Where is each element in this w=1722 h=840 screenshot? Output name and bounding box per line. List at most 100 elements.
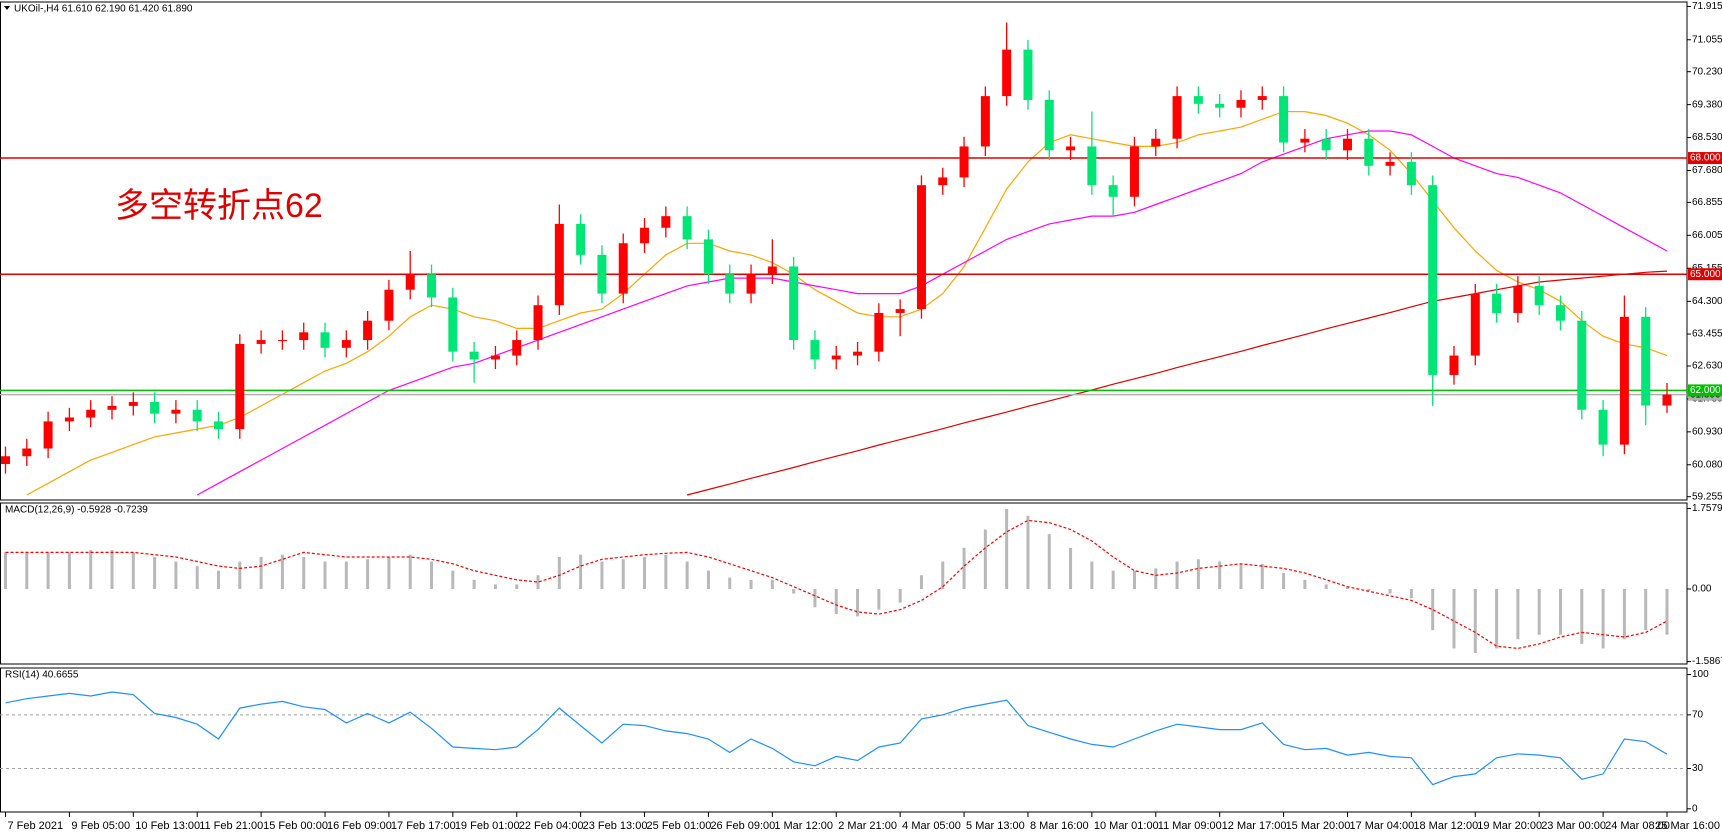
candle-body bbox=[1321, 138, 1331, 151]
panel-frame bbox=[0, 502, 1688, 665]
candle-body bbox=[1002, 49, 1012, 97]
candle-body bbox=[746, 274, 756, 294]
candle-body bbox=[1215, 103, 1225, 108]
macd-bar bbox=[898, 588, 902, 603]
macd-bar bbox=[366, 559, 370, 589]
candle-body bbox=[1151, 138, 1161, 147]
candle-body bbox=[150, 402, 160, 414]
y-tick-label: 71.055 bbox=[1692, 34, 1722, 45]
candle-body bbox=[384, 289, 394, 321]
candle-body bbox=[490, 355, 500, 360]
y-tick-label: 62.630 bbox=[1692, 361, 1722, 372]
candle-body bbox=[1641, 316, 1651, 406]
macd-bar bbox=[1516, 588, 1520, 640]
x-tick-label: 17 Feb 17:00 bbox=[391, 820, 456, 832]
candle-body bbox=[1193, 96, 1203, 104]
y-tick-label: 60.080 bbox=[1692, 459, 1722, 470]
macd-bar bbox=[238, 561, 242, 589]
candle-body bbox=[1470, 293, 1480, 356]
price-label: 65.000 bbox=[1690, 269, 1721, 280]
panel-title: MACD(12,26,9) -0.5928 -0.7239 bbox=[5, 505, 148, 516]
macd-bar bbox=[451, 570, 455, 589]
candle-body bbox=[1598, 409, 1608, 445]
macd-bar bbox=[643, 556, 647, 589]
rsi-line bbox=[5, 691, 1668, 786]
macd-bar bbox=[1090, 561, 1094, 589]
macd-bar bbox=[1601, 588, 1605, 649]
y-tick-label: 30 bbox=[1692, 763, 1704, 774]
candle-body bbox=[725, 274, 735, 294]
candle-body bbox=[554, 223, 564, 306]
candle-body bbox=[1279, 96, 1289, 143]
candle-body bbox=[320, 332, 330, 348]
y-tick-label: 66.855 bbox=[1692, 197, 1722, 208]
candle-body bbox=[235, 343, 245, 430]
candle-body bbox=[1257, 96, 1267, 100]
macd-bar bbox=[1580, 588, 1584, 644]
signal-line bbox=[5, 519, 1668, 650]
candle-body bbox=[938, 177, 948, 186]
x-tick-label: 17 Mar 04:00 bbox=[1349, 820, 1414, 832]
macd-bar bbox=[4, 552, 7, 589]
macd-bar bbox=[664, 554, 668, 589]
x-tick-label: 9 Feb 05:00 bbox=[71, 820, 130, 832]
x-tick-label: 10 Mar 01:00 bbox=[1094, 820, 1159, 832]
macd-bar bbox=[600, 561, 604, 589]
macd-bar bbox=[1665, 588, 1669, 635]
y-tick-label: 0.00 bbox=[1692, 584, 1712, 595]
macd-bar bbox=[67, 552, 71, 589]
macd-bar bbox=[1644, 588, 1648, 631]
candle-body bbox=[1662, 394, 1672, 406]
x-tick-label: 23 Feb 13:00 bbox=[583, 820, 648, 832]
macd-bar bbox=[813, 588, 817, 608]
candle-body bbox=[789, 266, 799, 341]
macd-bar bbox=[1409, 588, 1413, 599]
x-tick-label: 22 Feb 04:00 bbox=[519, 820, 584, 832]
macd-bar bbox=[259, 556, 263, 589]
x-tick-label: 5 Mar 13:00 bbox=[966, 820, 1025, 832]
candle-body bbox=[277, 340, 287, 342]
candle-body bbox=[299, 332, 309, 341]
x-tick-label: 25 Mar 16:00 bbox=[1655, 820, 1720, 832]
candle-body bbox=[469, 351, 479, 360]
y-tick-label: 69.380 bbox=[1692, 99, 1722, 110]
macd-bar bbox=[1132, 570, 1136, 589]
macd-bar bbox=[1473, 588, 1477, 654]
candle-body bbox=[43, 421, 53, 449]
macd-bar bbox=[770, 579, 774, 589]
y-tick-label: 70.230 bbox=[1692, 66, 1722, 77]
macd-bar bbox=[46, 552, 50, 589]
candle-body bbox=[171, 409, 181, 414]
candle-body bbox=[512, 340, 522, 356]
candle-body bbox=[1172, 96, 1182, 139]
candle-body bbox=[661, 216, 671, 228]
candle-body bbox=[597, 254, 607, 294]
candle-body bbox=[1066, 146, 1076, 151]
candle-body bbox=[1044, 99, 1054, 151]
macd-bar bbox=[856, 588, 860, 617]
moving-average bbox=[196, 130, 1668, 496]
macd-bar bbox=[387, 556, 391, 589]
macd-bar bbox=[408, 554, 412, 589]
candle-body bbox=[1129, 146, 1139, 197]
macd-bar bbox=[1558, 588, 1562, 635]
macd-bar bbox=[1324, 584, 1328, 589]
macd-bar bbox=[1367, 588, 1371, 592]
macd-bar bbox=[174, 561, 178, 589]
candle-body bbox=[1619, 316, 1629, 445]
macd-bar bbox=[983, 529, 987, 589]
candle-body bbox=[1492, 293, 1502, 313]
candle-body bbox=[576, 223, 586, 255]
candle-body bbox=[682, 216, 692, 240]
macd-bar bbox=[430, 561, 434, 589]
candle-body bbox=[1108, 185, 1118, 197]
candle-body bbox=[640, 227, 650, 244]
macd-bar bbox=[1239, 563, 1243, 589]
moving-average bbox=[686, 270, 1668, 496]
macd-bar bbox=[153, 556, 157, 589]
candle-body bbox=[256, 340, 266, 344]
macd-bar bbox=[685, 561, 689, 589]
y-tick-label: 66.005 bbox=[1692, 230, 1722, 241]
macd-bar bbox=[1260, 563, 1264, 589]
y-tick-label: 0 bbox=[1692, 803, 1698, 814]
